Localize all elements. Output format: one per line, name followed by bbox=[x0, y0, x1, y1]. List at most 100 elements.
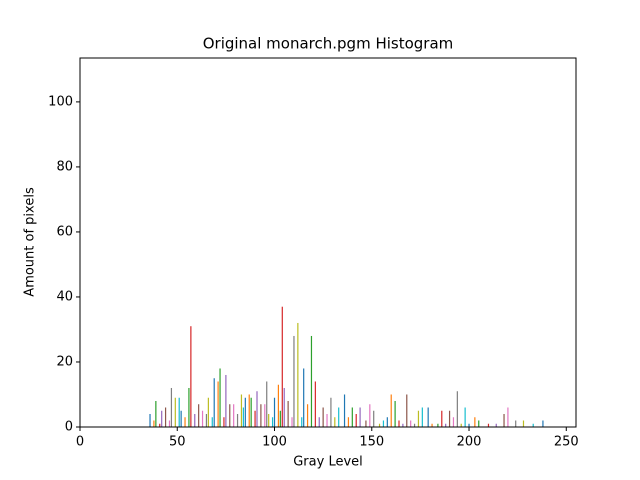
bar bbox=[314, 381, 316, 427]
bar bbox=[445, 423, 447, 427]
x-axis-label: Gray Level bbox=[293, 455, 363, 470]
bar bbox=[351, 407, 353, 427]
bar bbox=[153, 420, 155, 427]
bar bbox=[207, 397, 209, 427]
bar bbox=[190, 326, 192, 427]
bar bbox=[213, 378, 215, 427]
bar bbox=[431, 423, 433, 427]
bar bbox=[281, 306, 283, 427]
y-tick-label: 80 bbox=[56, 159, 73, 174]
bar bbox=[334, 417, 336, 427]
bar bbox=[291, 417, 293, 427]
bar bbox=[236, 413, 239, 427]
bar bbox=[503, 413, 505, 427]
bar bbox=[287, 400, 289, 427]
bar bbox=[273, 397, 276, 427]
bar bbox=[194, 413, 196, 427]
bar bbox=[217, 381, 219, 427]
bar bbox=[219, 368, 221, 427]
bar bbox=[542, 420, 544, 427]
bar bbox=[386, 417, 388, 427]
bar bbox=[507, 407, 509, 427]
bar bbox=[266, 381, 268, 427]
bar bbox=[382, 420, 385, 427]
bar bbox=[225, 374, 227, 427]
bar bbox=[365, 420, 367, 427]
bar bbox=[188, 387, 190, 427]
bar bbox=[448, 410, 451, 427]
bar bbox=[437, 423, 439, 427]
bar bbox=[297, 322, 299, 427]
bar bbox=[301, 417, 303, 427]
bar bbox=[268, 413, 270, 427]
bar bbox=[474, 417, 476, 427]
bar bbox=[233, 404, 235, 427]
bar bbox=[355, 413, 357, 427]
bar bbox=[264, 404, 266, 427]
bar bbox=[326, 413, 328, 427]
bar bbox=[174, 397, 176, 427]
bar bbox=[256, 391, 258, 427]
bar bbox=[279, 410, 281, 427]
x-tick-label: 0 bbox=[76, 435, 84, 450]
chart-title: Original monarch.pgm Histogram bbox=[203, 35, 454, 53]
bar bbox=[460, 423, 462, 427]
bar bbox=[515, 420, 517, 427]
bar bbox=[184, 417, 186, 427]
y-tick-label: 0 bbox=[65, 420, 73, 435]
bar bbox=[378, 423, 381, 427]
bar bbox=[244, 397, 246, 427]
bar bbox=[413, 423, 416, 427]
bar bbox=[178, 397, 180, 427]
x-tick-label: 200 bbox=[457, 435, 482, 450]
bar bbox=[338, 407, 340, 427]
bar bbox=[155, 400, 157, 427]
bar bbox=[161, 410, 163, 427]
bar bbox=[250, 397, 252, 427]
bar bbox=[306, 404, 309, 427]
bar bbox=[369, 404, 371, 427]
bar bbox=[468, 423, 470, 427]
bar bbox=[149, 413, 151, 427]
bar bbox=[318, 417, 320, 427]
x-tick-label: 250 bbox=[554, 435, 579, 450]
y-tick-label: 40 bbox=[56, 289, 73, 304]
bar bbox=[406, 394, 408, 427]
bar bbox=[347, 417, 350, 427]
bar bbox=[402, 423, 404, 427]
x-tick-label: 150 bbox=[359, 435, 384, 450]
bar bbox=[164, 407, 167, 427]
bar bbox=[410, 420, 412, 427]
bar bbox=[283, 387, 285, 427]
bar bbox=[277, 384, 279, 427]
bar bbox=[421, 407, 423, 427]
bar bbox=[456, 391, 458, 427]
bar bbox=[180, 410, 182, 427]
bar bbox=[310, 335, 313, 427]
bar bbox=[417, 410, 420, 427]
bar bbox=[159, 423, 161, 427]
bar bbox=[242, 407, 244, 427]
bar bbox=[343, 394, 346, 427]
bar bbox=[487, 423, 490, 427]
bar bbox=[168, 420, 171, 427]
bar bbox=[441, 410, 443, 427]
bar bbox=[293, 335, 295, 427]
bar bbox=[240, 394, 243, 427]
bar bbox=[398, 420, 400, 427]
bar bbox=[170, 387, 173, 427]
bar bbox=[201, 410, 204, 427]
bar bbox=[532, 423, 534, 427]
y-tick-label: 60 bbox=[56, 224, 73, 239]
bar bbox=[271, 417, 274, 427]
bar bbox=[198, 404, 200, 427]
bar bbox=[495, 423, 497, 427]
bar bbox=[390, 394, 392, 427]
bar bbox=[205, 413, 208, 427]
plot-frame bbox=[79, 57, 577, 428]
bar bbox=[427, 407, 429, 427]
y-tick-label: 20 bbox=[56, 354, 73, 369]
bar bbox=[322, 407, 324, 427]
x-tick-label: 100 bbox=[262, 435, 287, 450]
